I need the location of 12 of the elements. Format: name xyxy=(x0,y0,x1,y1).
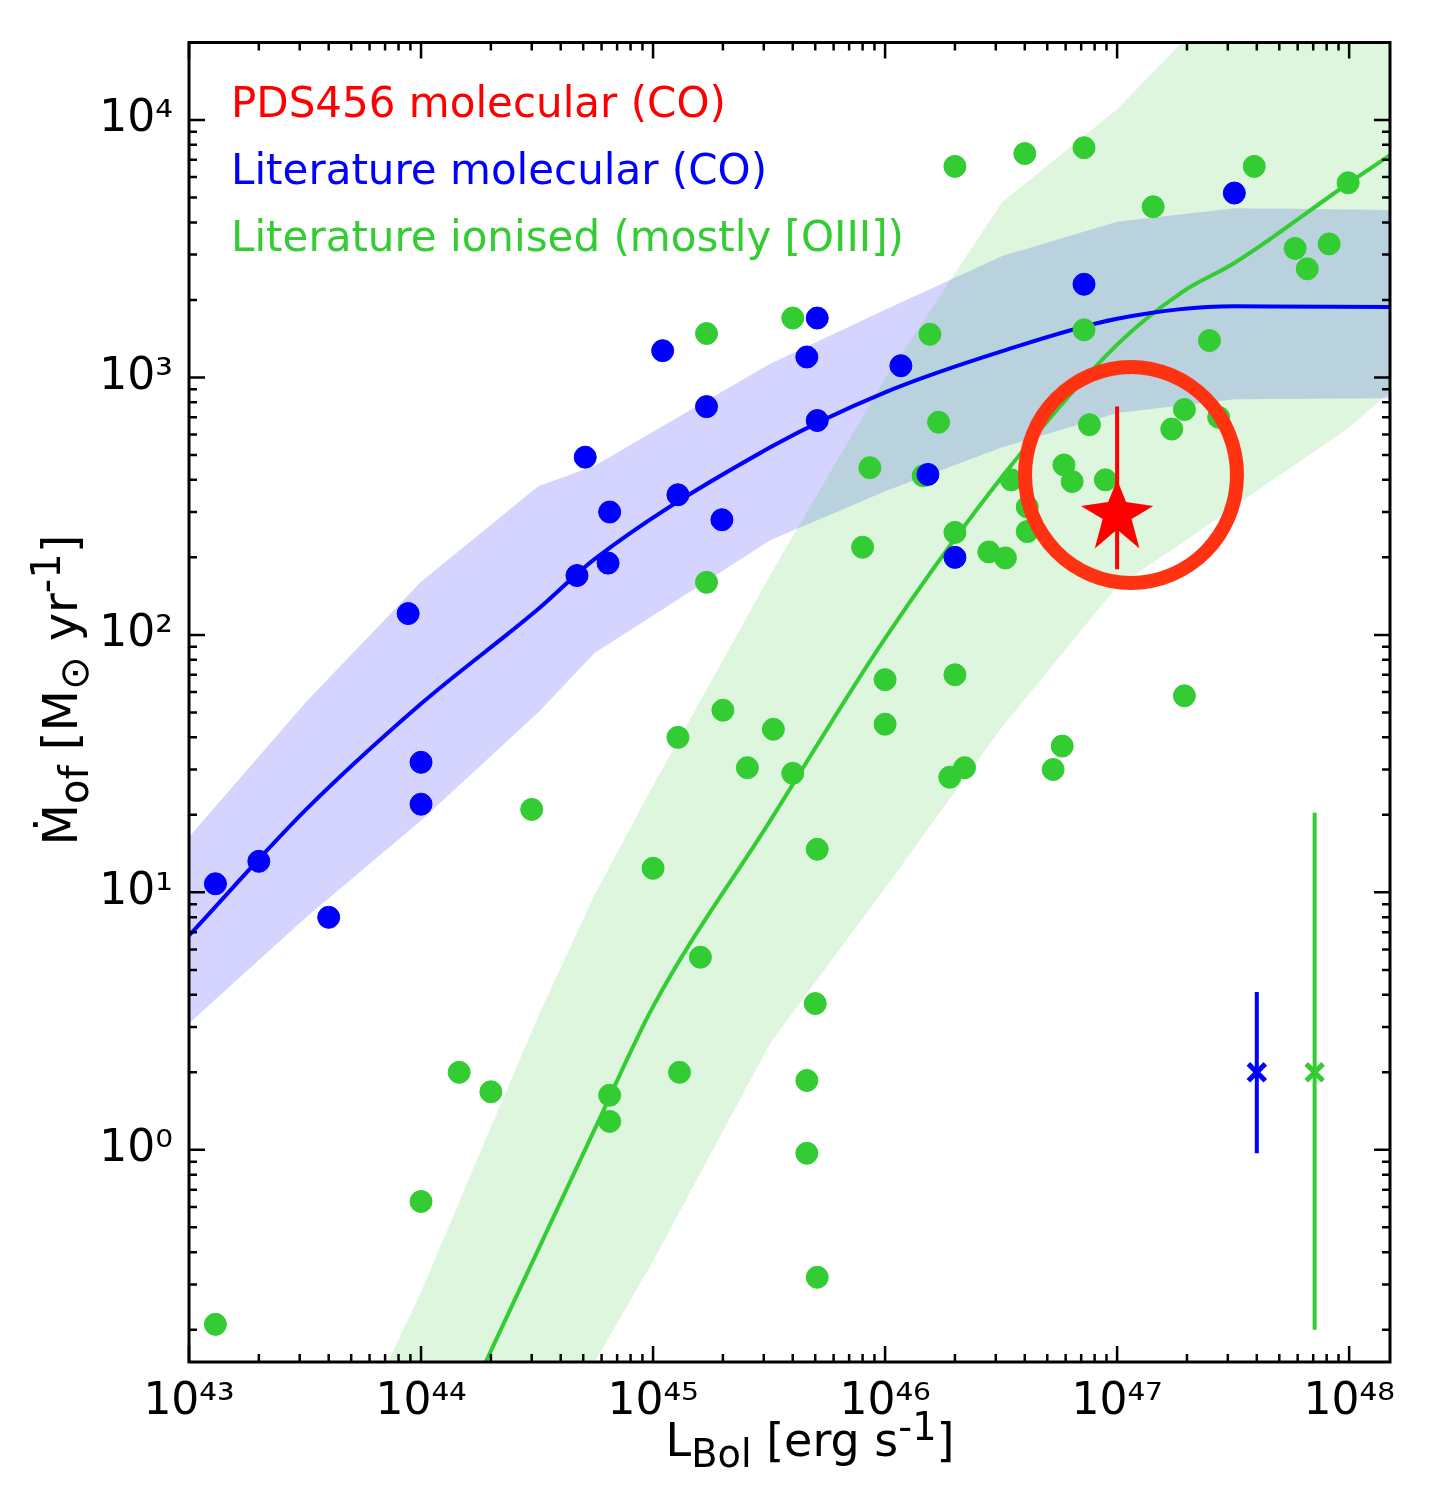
y-tick-label: 10² xyxy=(99,605,173,657)
y-tick-label: 10⁴ xyxy=(99,90,173,142)
y-tick-label: 10⁰ xyxy=(99,1120,173,1172)
x-tick-label: 10⁴³ xyxy=(143,1372,235,1424)
x-tick-label: 10⁴⁴ xyxy=(375,1372,467,1424)
x-tick-label: 10⁴⁷ xyxy=(1071,1372,1163,1424)
text: PDS456 molecular (CO) xyxy=(231,78,726,128)
y-tick-label: 10³ xyxy=(99,347,173,399)
y-tick-label: 10¹ xyxy=(99,862,173,914)
series-label: Literature ionised (mostly [OIII]) xyxy=(231,212,904,262)
text: Literature molecular (CO) xyxy=(231,145,768,195)
x-tick-label: 10⁴⁸ xyxy=(1303,1372,1395,1424)
